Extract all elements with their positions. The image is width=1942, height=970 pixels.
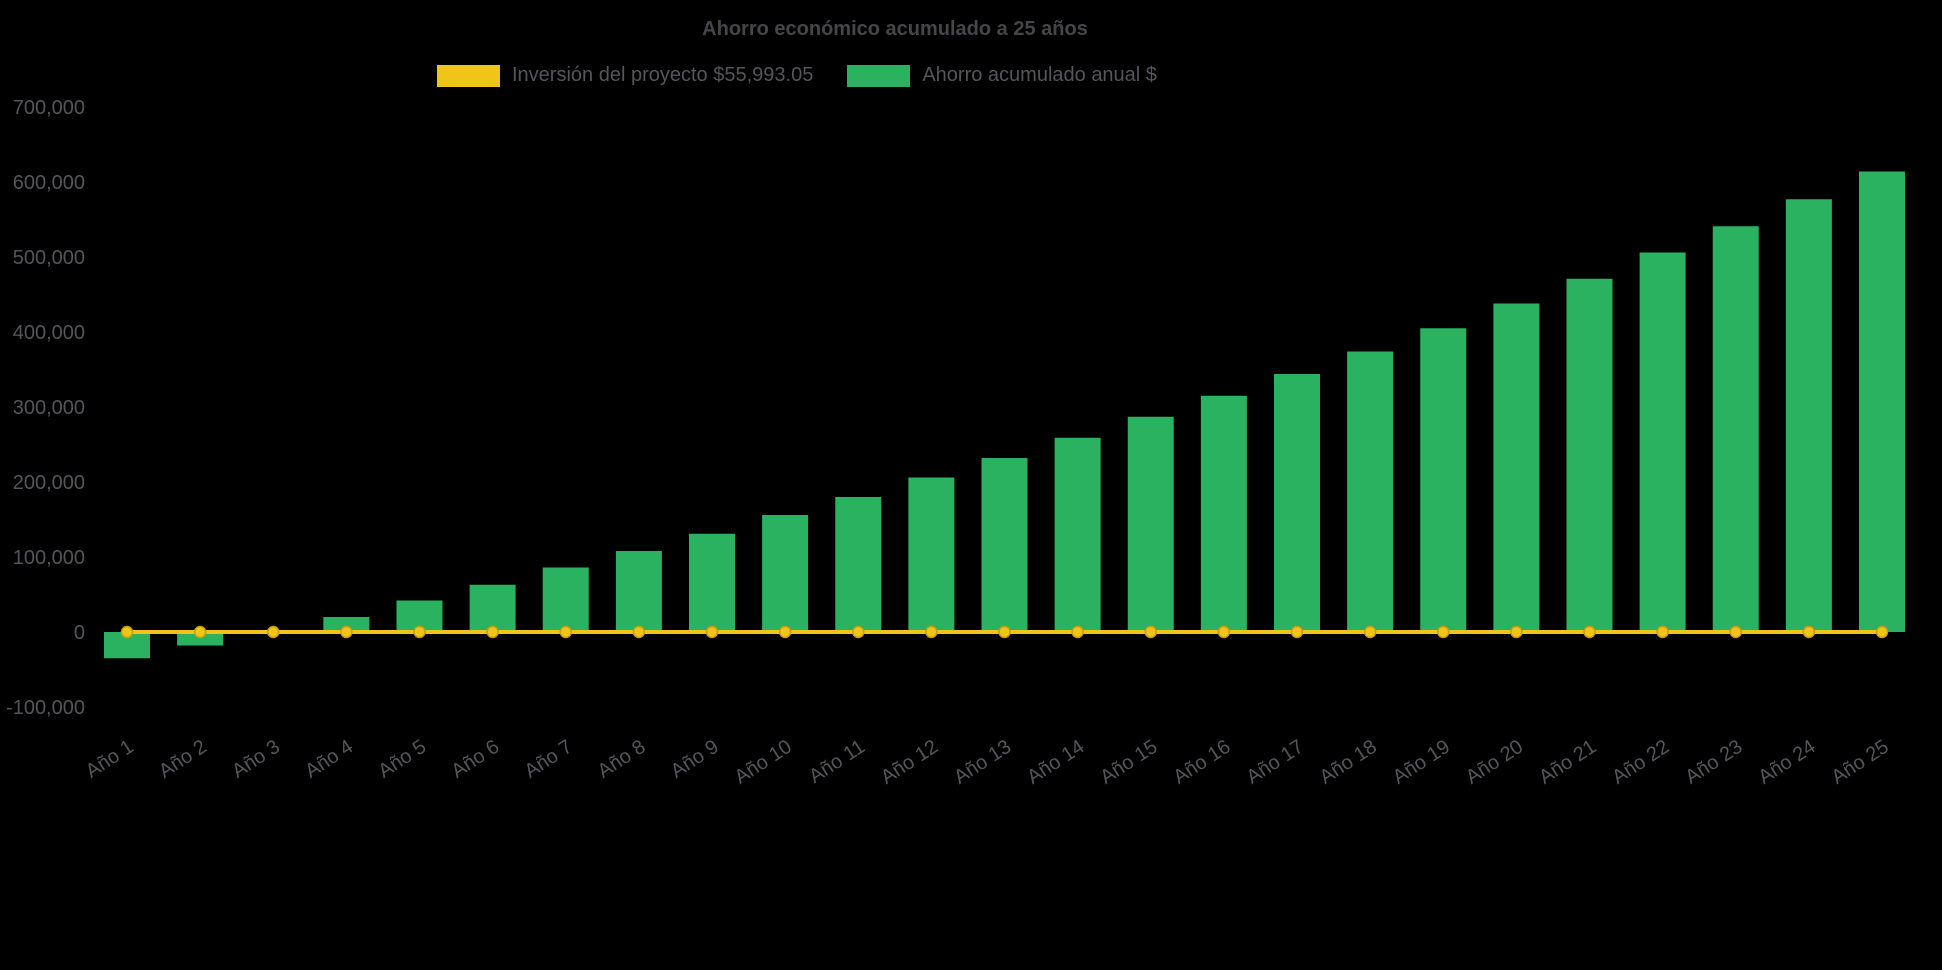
bar-año-14 (1054, 437, 1101, 632)
investment-line-marker (1875, 625, 1889, 639)
y-axis-tick-label: 300,000 (13, 397, 85, 419)
investment-line-marker (632, 625, 646, 639)
investment-line-marker (1144, 625, 1157, 639)
x-axis-tick-label: Año 11 (805, 736, 869, 788)
bar-año-2 (177, 632, 224, 646)
investment-line-marker (486, 625, 499, 639)
bar-año-8 (615, 551, 662, 632)
bar-año-23 (1712, 226, 1759, 632)
x-axis-tick-label: Año 22 (1608, 736, 1673, 789)
x-axis-tick-label: Año 16 (1169, 736, 1234, 789)
investment-line-marker (193, 625, 207, 639)
bar-año-9 (689, 533, 735, 632)
legend-label-inversion: Inversión del proyecto $55,993.05 (512, 64, 814, 86)
legend-swatch-inversion (437, 64, 500, 87)
investment-line-marker (1583, 625, 1596, 639)
y-axis-tick-label: 700,000 (13, 97, 85, 119)
bar-año-4 (323, 617, 370, 632)
bar-año-11 (835, 497, 882, 632)
y-axis-tick-label: -100,000 (6, 697, 85, 719)
investment-line-marker (1437, 625, 1450, 639)
investment-line-marker (705, 625, 719, 639)
investment-line-marker (120, 625, 134, 639)
bar-año-24 (1785, 199, 1832, 632)
x-axis-tick-label: Año 9 (667, 736, 723, 783)
bar-año-17 (1274, 374, 1320, 632)
x-axis-tick-label: Año 19 (1389, 736, 1454, 789)
x-axis-tick-label: Año 13 (950, 736, 1015, 789)
bar-año-21 (1566, 278, 1613, 632)
x-axis-tick-label: Año 15 (1096, 736, 1161, 789)
bar-año-22 (1639, 252, 1686, 632)
x-axis-tick-label: Año 4 (301, 736, 357, 783)
bar-año-10 (762, 515, 809, 632)
investment-line-marker (852, 625, 865, 639)
x-axis-tick-label: Año 8 (594, 736, 650, 783)
bar-año-12 (908, 477, 955, 632)
investment-line-marker (559, 625, 572, 639)
investment-line-marker (1656, 625, 1669, 639)
investment-line-marker (998, 625, 1011, 639)
y-axis-tick-label: 200,000 (13, 472, 85, 494)
legend-item-ahorro[interactable]: Ahorro acumulado anual $ (847, 64, 1157, 87)
investment-line-marker (1802, 625, 1816, 639)
y-axis-tick-label: 400,000 (13, 322, 85, 344)
x-axis-tick-label: Año 21 (1535, 736, 1600, 789)
chart-legend: Inversión del proyecto $55,993.05 Ahorro… (437, 64, 1157, 87)
x-axis-tick-label: Año 14 (1023, 736, 1088, 789)
bar-año-16 (1200, 395, 1247, 632)
bar-año-20 (1493, 303, 1540, 632)
x-axis-tick-label: Año 6 (448, 736, 504, 783)
legend-label-ahorro: Ahorro acumulado anual $ (922, 64, 1157, 86)
bar-año-18 (1347, 351, 1394, 632)
x-axis-tick-label: Año 10 (731, 736, 796, 789)
investment-line-marker (267, 625, 280, 639)
investment-line-marker (1729, 625, 1742, 639)
x-axis-tick-label: Año 7 (521, 736, 577, 783)
investment-line-marker (413, 625, 426, 639)
investment-line-marker (1290, 625, 1304, 639)
investment-line-marker (1217, 625, 1231, 639)
chart-title: Ahorro económico acumulado a 25 años (702, 18, 1088, 40)
bar-año-7 (542, 567, 589, 632)
y-axis-tick-label: 100,000 (13, 547, 85, 569)
x-axis-tick-label: Año 23 (1681, 736, 1746, 789)
investment-line-marker (1363, 625, 1377, 639)
x-axis-tick-label: Año 5 (374, 736, 430, 783)
y-axis-tick-label: 0 (74, 622, 85, 644)
bar-año-19 (1420, 328, 1467, 632)
x-axis-tick-label: Año 25 (1828, 736, 1893, 789)
x-axis-tick-label: Año 1 (82, 736, 138, 783)
bar-año-15 (1127, 416, 1174, 632)
investment-line-marker (1071, 625, 1084, 639)
y-axis-tick-label: 600,000 (13, 172, 85, 194)
x-axis-tick-label: Año 17 (1243, 736, 1308, 789)
bar-año-6 (469, 584, 516, 632)
x-axis-tick-label: Año 18 (1316, 736, 1381, 789)
y-axis-tick-label: 500,000 (13, 247, 85, 269)
investment-line-marker (778, 625, 792, 639)
x-axis-tick-label: Año 12 (877, 736, 942, 789)
investment-line-marker (1510, 625, 1523, 639)
investment-line-marker (340, 625, 353, 639)
bar-año-13 (981, 458, 1028, 632)
x-axis-tick-label: Año 3 (228, 736, 284, 783)
legend-swatch-ahorro (847, 64, 911, 87)
x-axis-tick-label: Año 24 (1754, 736, 1819, 789)
legend-item-inversion[interactable]: Inversión del proyecto $55,993.05 (437, 64, 813, 87)
x-axis-tick-label: Año 2 (155, 736, 211, 783)
bar-año-25 (1859, 171, 1905, 632)
x-axis-tick-label: Año 20 (1462, 736, 1527, 789)
investment-line-marker (925, 625, 938, 639)
